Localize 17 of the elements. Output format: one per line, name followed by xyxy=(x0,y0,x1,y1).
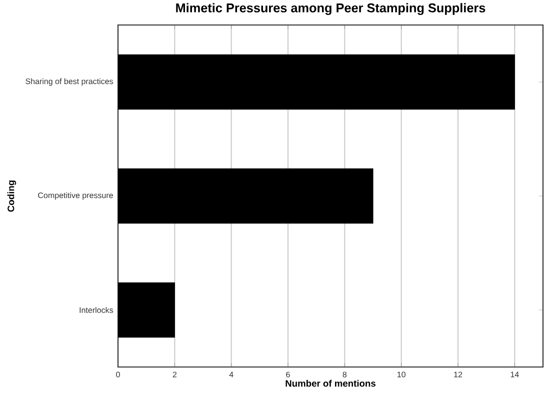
bar xyxy=(118,54,515,110)
x-tick-label: 4 xyxy=(229,372,234,378)
x-tick-label: 8 xyxy=(342,372,347,378)
bar xyxy=(118,282,175,338)
x-tick-label: 12 xyxy=(454,372,462,378)
y-tick-label: Sharing of best practices xyxy=(26,78,113,86)
x-tick-label: 0 xyxy=(116,372,120,378)
y-tick-label: Competitive pressure xyxy=(38,192,113,200)
x-tick-label: 2 xyxy=(172,372,176,378)
chart-title: Mimetic Pressures among Peer Stamping Suppliers xyxy=(176,3,486,15)
y-axis-title: Coding xyxy=(7,180,16,212)
bar xyxy=(118,168,374,224)
x-axis-title: Number of mentions xyxy=(286,380,376,387)
x-tick-label: 6 xyxy=(286,372,290,378)
x-tick-label: 10 xyxy=(397,372,406,378)
x-tick-label: 14 xyxy=(510,372,519,378)
y-tick-label: Interlocks xyxy=(80,307,114,313)
